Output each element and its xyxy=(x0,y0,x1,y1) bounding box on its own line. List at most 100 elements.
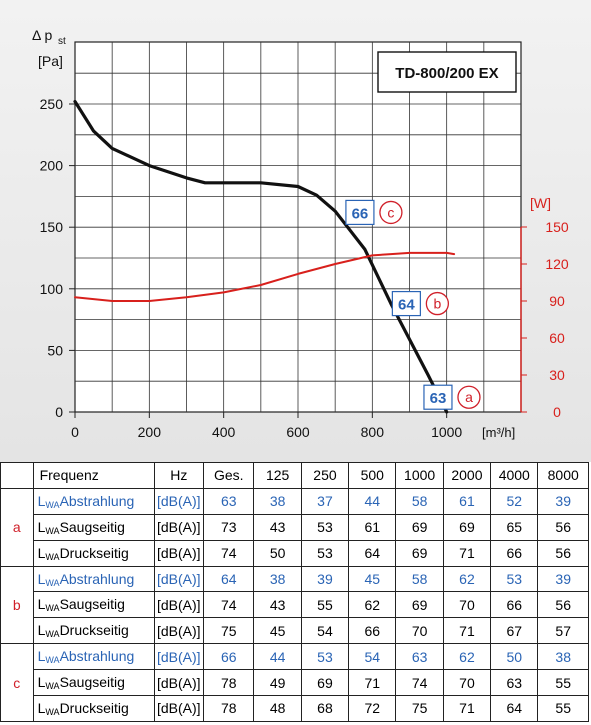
lwa-symbol: L xyxy=(37,622,46,639)
cell-value: 73 xyxy=(202,513,255,541)
operating-point-value-box xyxy=(345,199,375,226)
row-name-text: Abstrahlung xyxy=(59,492,135,509)
cell-value: 45 xyxy=(253,617,302,645)
cell-value: 66 xyxy=(202,643,255,671)
lwa-subscript: WA xyxy=(45,603,60,614)
y-tick-label: 150 xyxy=(40,219,64,235)
power-curve-line xyxy=(74,251,456,302)
lwa-subscript: WA xyxy=(45,629,60,640)
cell-value: 55 xyxy=(300,591,350,619)
cell-value: 68 xyxy=(300,695,350,722)
cell-value: 56 xyxy=(537,513,589,541)
y2-tick-label: 0 xyxy=(553,404,561,420)
row-name: LWADruckseitig xyxy=(32,539,155,567)
cell-value: 61 xyxy=(442,487,492,515)
cell-value: 69 xyxy=(442,513,492,541)
row-name: LWAAbstrahlung xyxy=(32,487,155,515)
table-row: LWADruckseitig [dB(A)] 78 48 68 72 75 71 64 55 xyxy=(1,695,589,722)
cell-value: 49 xyxy=(253,669,302,697)
cell-value: 71 xyxy=(348,669,397,697)
lwa-subscript: WA xyxy=(45,577,60,588)
table-row: LWASaugseitig [dB(A)] 78 49 69 71 74 70 63 55 xyxy=(1,669,589,697)
cell-value: 43 xyxy=(253,513,302,541)
row-name-text: Saugseitig xyxy=(59,674,125,691)
cell-value: 65 xyxy=(490,513,539,541)
cell-value: 78 xyxy=(202,695,255,722)
cell-value: 69 xyxy=(395,539,444,567)
lwa-symbol: L xyxy=(37,596,46,613)
cell-value: 53 xyxy=(300,643,350,671)
row-unit: [dB(A)] xyxy=(153,643,204,671)
y-axis-label: Δ p xyxy=(32,27,52,43)
operating-point-letter-circle xyxy=(379,200,403,225)
lwa-symbol: L xyxy=(37,648,46,665)
cell-value: 38 xyxy=(253,487,302,515)
cell-value: 45 xyxy=(348,565,397,593)
cell-value: 72 xyxy=(348,695,397,722)
cell-value: 62 xyxy=(442,643,492,671)
row-unit: [dB(A)] xyxy=(153,591,204,619)
y-tick-label: 0 xyxy=(55,404,63,420)
x-tick-label: 800 xyxy=(361,424,385,440)
x-tick-label: 600 xyxy=(286,424,310,440)
header-hz: Hz xyxy=(153,462,204,489)
y2-tick-label: 120 xyxy=(545,256,569,272)
y2-axis-label: [W] xyxy=(530,195,551,211)
y2-tick-label: 150 xyxy=(545,219,569,235)
cell-value: 54 xyxy=(300,617,350,645)
cell-value: 64 xyxy=(202,565,255,593)
cell-value: 43 xyxy=(253,591,302,619)
table-row: c LWAAbstrahlung [dB(A)] 66 44 53 54 63 62 50 38 xyxy=(0,643,589,722)
cell-value: 70 xyxy=(395,617,444,645)
table-row: b LWAAbstrahlung [dB(A)] 64 38 39 45 58 62 53 39 xyxy=(0,565,589,645)
operating-point-letter-circle xyxy=(425,291,450,316)
cell-value: 62 xyxy=(442,565,492,593)
cell-value: 66 xyxy=(348,617,397,645)
y2-tick-label: 60 xyxy=(549,330,565,346)
operating-point-letter: b xyxy=(433,296,441,312)
header-4000: 4000 xyxy=(490,462,539,489)
group-label: b xyxy=(0,565,34,645)
cell-value: 69 xyxy=(300,669,350,697)
cell-value: 69 xyxy=(395,513,444,541)
header-1000: 1000 xyxy=(395,462,444,489)
cell-value: 69 xyxy=(395,591,444,619)
cell-value: 48 xyxy=(253,695,302,722)
row-unit: [dB(A)] xyxy=(153,695,204,722)
cell-value: 71 xyxy=(442,695,492,722)
row-name-text: Saugseitig xyxy=(59,518,125,535)
row-name: LWAAbstrahlung xyxy=(32,565,155,593)
row-unit: [dB(A)] xyxy=(153,513,204,541)
table-header-row: Frequenz Hz Ges. 125 250 500 1000 2000 4… xyxy=(0,462,589,489)
cell-value: 74 xyxy=(202,591,255,619)
header-125: 125 xyxy=(253,462,302,489)
cell-value: 71 xyxy=(442,539,492,567)
cell-value: 38 xyxy=(537,643,589,671)
row-name: LWAAbstrahlung xyxy=(32,643,155,671)
cell-value: 64 xyxy=(348,539,397,567)
title-box xyxy=(377,51,517,93)
operating-point-letter: c xyxy=(387,204,394,220)
cell-value: 39 xyxy=(537,565,589,593)
row-name: LWASaugseitig xyxy=(32,513,155,541)
y2-tick-label: 90 xyxy=(549,293,565,309)
cell-value: 50 xyxy=(253,539,302,567)
y-tick-label: 200 xyxy=(40,158,64,174)
cell-value: 63 xyxy=(395,643,444,671)
lwa-symbol: L xyxy=(37,544,46,561)
row-name-text: Druckseitig xyxy=(59,699,129,716)
cell-value: 63 xyxy=(490,669,539,697)
lwa-symbol: L xyxy=(37,699,46,716)
cell-value: 75 xyxy=(395,695,444,722)
table-row: LWADruckseitig [dB(A)] 74 50 53 64 69 71 66 56 xyxy=(1,539,589,567)
lwa-subscript: WA xyxy=(45,499,60,510)
group-label: a xyxy=(0,487,34,567)
operating-point-value: 64 xyxy=(398,297,415,314)
cell-value: 70 xyxy=(442,669,492,697)
row-name: LWASaugseitig xyxy=(32,669,155,697)
row-unit: [dB(A)] xyxy=(153,617,204,645)
operating-point-value-box xyxy=(423,384,453,410)
lwa-subscript: WA xyxy=(45,655,60,666)
row-name: LWASaugseitig xyxy=(32,591,155,619)
